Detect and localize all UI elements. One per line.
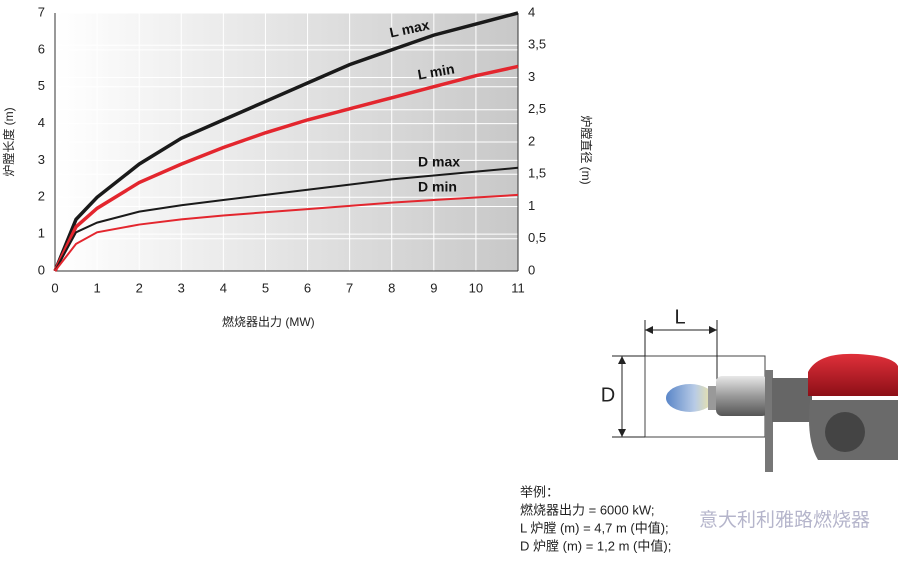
x-tick-label: 1	[93, 280, 100, 295]
series-line	[53, 64, 519, 272]
arrow	[645, 326, 717, 334]
y2-tick-label: 1	[528, 198, 535, 213]
series-line	[53, 11, 519, 272]
x-tick-label: 11	[511, 280, 525, 295]
fan	[825, 412, 865, 452]
y-tick-label: 3	[38, 152, 45, 167]
body	[772, 378, 812, 422]
x-tick-label: 9	[430, 280, 437, 295]
y-tick-label: 0	[38, 262, 45, 277]
housing	[808, 353, 898, 396]
series-label: D max	[418, 154, 460, 170]
example-title: 举例：	[520, 484, 559, 499]
length-label: L	[674, 306, 685, 328]
x-tick-label: 3	[178, 280, 185, 295]
series-line	[54, 166, 519, 272]
example-line: D 炉膛 (m) = 1,2 m (中值);	[520, 538, 671, 553]
x-tick-label: 10	[469, 280, 483, 295]
x-tick-label: 5	[262, 280, 269, 295]
y2-tick-label: 1,5	[528, 166, 546, 181]
flange	[765, 370, 773, 472]
y-tick-label: 5	[38, 78, 45, 93]
diameter-label: D	[601, 384, 615, 406]
x-tick-label: 8	[388, 280, 395, 295]
y2-tick-label: 3,5	[528, 37, 546, 52]
y-tick-label: 7	[38, 4, 45, 19]
blast-tube	[716, 376, 768, 416]
chart: 0 1 2 3 4 5 6 7 8 9 10 110123456700,511,522,533,54L…	[38, 4, 546, 295]
y-tick-label: 1	[38, 226, 45, 241]
y2-tick-label: 4	[528, 4, 535, 19]
example-line: 燃烧器出力 = 6000 kW;	[520, 502, 655, 517]
y2-tick-label: 2	[528, 133, 535, 148]
x-tick-label: 0	[51, 280, 58, 295]
series-label: L min	[416, 60, 455, 82]
y2-tick-label: 3	[528, 69, 535, 84]
series-label: D min	[418, 179, 457, 195]
y-tick-label: 2	[38, 189, 45, 204]
y2-axis-label: 炉膛直径 (m)	[579, 115, 593, 184]
y2-tick-label: 0	[528, 262, 535, 277]
burner-diagram: L D	[601, 306, 898, 472]
watermark: 意大利利雅路燃烧器	[699, 509, 870, 531]
x-tick-label: 4	[220, 280, 227, 295]
y-axis-label: 炉膛长度 (m)	[1, 107, 16, 176]
y-tick-label: 4	[38, 115, 45, 130]
y2-tick-label: 0,5	[528, 230, 546, 245]
nozzle	[708, 386, 718, 410]
x-tick-label: 2	[136, 280, 143, 295]
series-line	[54, 193, 519, 272]
x-axis-label: 燃烧器出力 (MW)	[222, 314, 315, 329]
x-tick-label: 7	[346, 280, 353, 295]
flame	[666, 384, 714, 412]
y2-tick-label: 2,5	[528, 101, 546, 116]
example: 举例： 燃烧器出力 = 6000 kW; L 炉膛 (m) = 4,7 m (中…	[520, 484, 671, 553]
example-line: L 炉膛 (m) = 4,7 m (中值);	[520, 520, 669, 535]
x-tick-label: 6	[304, 280, 311, 295]
y-tick-label: 6	[38, 41, 45, 56]
